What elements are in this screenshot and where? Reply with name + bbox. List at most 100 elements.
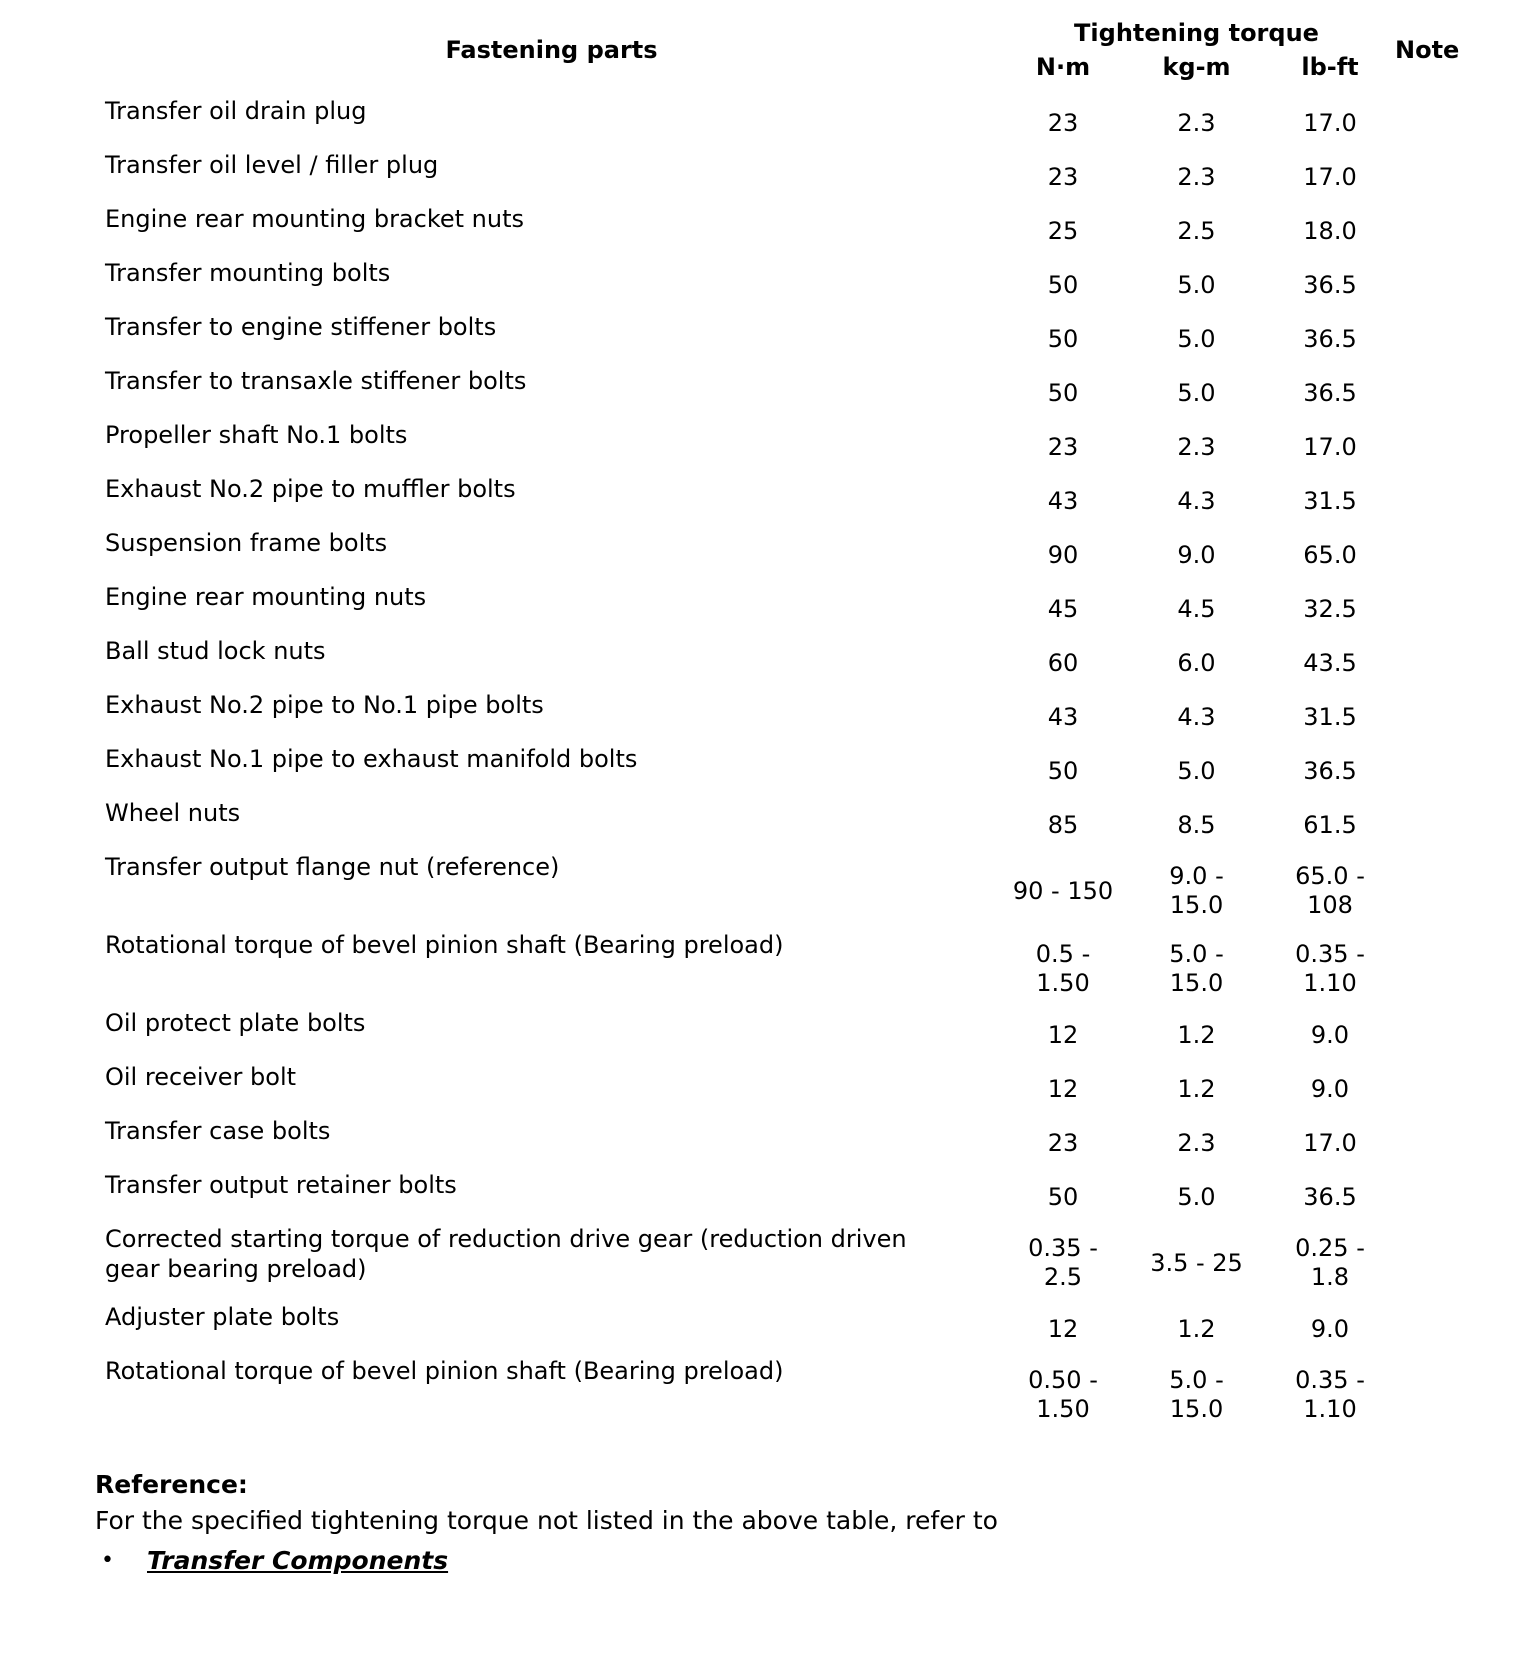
fastening-part-name: Engine rear mounting nuts [105,583,427,611]
table-row: Engine rear mounting bracket nuts 25 2.5… [0,204,1460,258]
table-row: Transfer output retainer bolts 50 5.0 36… [0,1170,1460,1224]
torque-nm-value: 50 [1047,270,1079,299]
bullet-icon: • [101,1548,114,1573]
torque-kgm-value: 5.0 [1177,270,1216,299]
torque-kgm-value: 2.3 [1177,1128,1216,1157]
table-row: Adjuster plate bolts 12 1.2 9.0 [0,1302,1460,1356]
torque-lbft-value: 36.5 [1303,756,1357,785]
torque-kgm-value: 5.0 [1177,324,1216,353]
torque-lbft-value: 0.35 - 1.10 [1295,940,1365,997]
fastening-part-name: Transfer output retainer bolts [105,1171,457,1199]
torque-kgm-value: 3.5 - 25 [1150,1248,1243,1277]
torque-nm-value: 12 [1047,1314,1079,1343]
torque-kgm-value: 1.2 [1177,1314,1216,1343]
torque-lbft-value: 17.0 [1303,108,1357,137]
table-row: Corrected starting torque of reduction d… [0,1224,1460,1302]
fastening-part-name: Rotational torque of bevel pinion shaft … [105,1357,784,1385]
table-body: Transfer oil drain plug 23 2.3 17.0 Tran… [0,84,1460,1434]
fastening-part-name: Transfer output flange nut (reference) [105,853,560,881]
torque-nm-value: 90 - 150 [1012,876,1114,905]
table-row: Rotational torque of bevel pinion shaft … [0,930,1460,1008]
reference-text: For the specified tightening torque not … [95,1506,998,1535]
torque-lbft-value: 18.0 [1303,216,1357,245]
torque-lbft-value: 9.0 [1310,1074,1350,1103]
torque-nm-value: 23 [1047,432,1079,461]
fastening-part-name: Oil protect plate bolts [105,1009,366,1037]
torque-lbft-value: 17.0 [1303,162,1357,191]
table-row: Transfer case bolts 23 2.3 17.0 [0,1116,1460,1170]
table-row: Oil receiver bolt 12 1.2 9.0 [0,1062,1460,1116]
torque-kgm-value: 2.3 [1177,162,1216,191]
fastening-part-name: Exhaust No.2 pipe to muffler bolts [105,475,516,503]
torque-kgm-value: 9.0 [1177,540,1216,569]
torque-lbft-value: 17.0 [1303,1128,1357,1157]
torque-nm-value: 50 [1047,378,1079,407]
fastening-part-name: Propeller shaft No.1 bolts [105,421,408,449]
fastening-part-name: Transfer to transaxle stiffener bolts [105,367,527,395]
table-header: Fastening parts Tightening torque N·m kg… [0,16,1460,84]
table-row: Ball stud lock nuts 60 6.0 43.5 [0,636,1460,690]
reference-list-item: • Transfer Components [95,1544,1536,1577]
torque-nm-value: 0.50 - 1.50 [1028,1366,1098,1423]
column-header-unit-lbft: lb-ft [1301,53,1359,81]
torque-kgm-value: 8.5 [1177,810,1216,839]
torque-nm-value: 50 [1047,324,1079,353]
table-row: Suspension frame bolts 90 9.0 65.0 [0,528,1460,582]
torque-nm-value: 85 [1047,810,1079,839]
table-row: Transfer oil level / filler plug 23 2.3 … [0,150,1460,204]
table-row: Oil protect plate bolts 12 1.2 9.0 [0,1008,1460,1062]
fastening-part-name: Rotational torque of bevel pinion shaft … [105,931,784,959]
column-header-fastening-parts: Fastening parts [445,36,658,64]
fastening-part-name: Engine rear mounting bracket nuts [105,205,525,233]
torque-kgm-value: 4.3 [1177,486,1216,515]
fastening-part-name: Oil receiver bolt [105,1063,297,1091]
table-row: Transfer output flange nut (reference) 9… [0,852,1460,930]
torque-kgm-value: 6.0 [1177,648,1216,677]
fastening-part-name: Transfer to engine stiffener bolts [105,313,497,341]
table-row: Transfer mounting bolts 50 5.0 36.5 [0,258,1460,312]
table-row: Exhaust No.2 pipe to No.1 pipe bolts 43 … [0,690,1460,744]
torque-kgm-value: 9.0 - 15.0 [1169,862,1224,919]
torque-nm-value: 90 [1047,540,1079,569]
torque-kgm-value: 2.3 [1177,108,1216,137]
fastening-part-name: Ball stud lock nuts [105,637,326,665]
torque-nm-value: 12 [1047,1020,1079,1049]
torque-lbft-value: 0.35 - 1.10 [1295,1366,1365,1423]
transfer-components-link[interactable]: Transfer Components [147,1546,449,1575]
torque-nm-value: 43 [1047,702,1079,731]
torque-nm-value: 50 [1047,756,1079,785]
column-header-tightening-torque: Tightening torque [1074,19,1319,47]
torque-nm-value: 45 [1047,594,1079,623]
fastening-part-name: Transfer oil drain plug [105,97,367,125]
fastening-part-name: Adjuster plate bolts [105,1303,340,1331]
torque-lbft-value: 9.0 [1310,1314,1350,1343]
torque-nm-value: 12 [1047,1074,1079,1103]
table-row: Wheel nuts 85 8.5 61.5 [0,798,1460,852]
torque-lbft-value: 0.25 - 1.8 [1295,1234,1365,1291]
torque-lbft-value: 65.0 [1303,540,1357,569]
column-header-unit-nm: N·m [1035,53,1091,81]
torque-kgm-value: 2.5 [1177,216,1216,245]
fastening-part-name: Wheel nuts [105,799,241,827]
tightening-torque-table: Fastening parts Tightening torque N·m kg… [0,16,1460,1434]
torque-lbft-value: 36.5 [1303,1182,1357,1211]
torque-lbft-value: 17.0 [1303,432,1357,461]
torque-lbft-value: 36.5 [1303,378,1357,407]
torque-kgm-value: 4.3 [1177,702,1216,731]
torque-nm-value: 43 [1047,486,1079,515]
fastening-part-name: Corrected starting torque of reduction d… [105,1225,907,1283]
table-row: Transfer to transaxle stiffener bolts 50… [0,366,1460,420]
torque-kgm-value: 5.0 [1177,756,1216,785]
fastening-part-name: Exhaust No.1 pipe to exhaust manifold bo… [105,745,638,773]
torque-lbft-value: 65.0 - 108 [1295,862,1365,919]
torque-kgm-value: 5.0 - 15.0 [1169,1366,1224,1423]
torque-lbft-value: 9.0 [1310,1020,1350,1049]
fastening-part-name: Transfer case bolts [105,1117,331,1145]
torque-nm-value: 0.35 - 2.5 [1028,1234,1098,1291]
torque-lbft-value: 31.5 [1303,486,1357,515]
torque-kgm-value: 4.5 [1177,594,1216,623]
reference-list: • Transfer Components [95,1544,1536,1577]
torque-kgm-value: 5.0 - 15.0 [1169,940,1224,997]
torque-kgm-value: 5.0 [1177,378,1216,407]
